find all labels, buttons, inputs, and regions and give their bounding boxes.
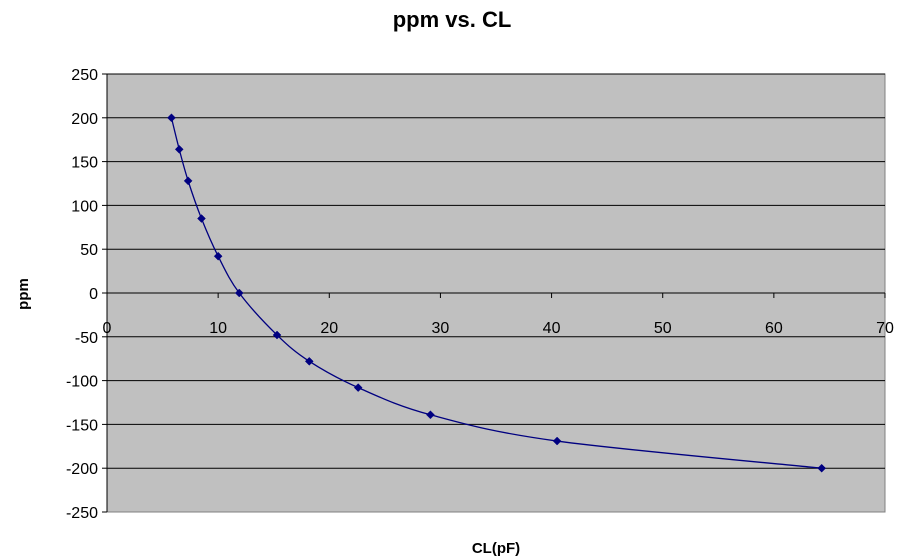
chart-title: ppm vs. CL [393,7,512,32]
x-tick-label: 70 [876,320,894,337]
data-point [353,383,363,392]
x-axis-label: CL(pF) [472,540,520,557]
y-tick-label: -50 [75,330,98,347]
data-point [174,144,184,154]
data-point [304,356,314,366]
data-point [167,113,176,123]
y-tick-label: 50 [80,242,98,259]
x-tick-label: 50 [654,320,672,337]
data-point [426,410,435,420]
y-tick-label: 150 [71,155,98,172]
y-tick-label: 100 [71,198,98,215]
x-tick-label: 20 [320,320,338,337]
data-point [552,436,562,446]
data-markers [167,113,827,473]
x-tick-label: 30 [432,320,450,337]
y-tick-label: -100 [66,374,98,391]
y-axis-label: ppm [15,278,32,310]
x-tick-label: 0 [103,320,112,337]
x-tick-label: 60 [765,320,783,337]
data-point [272,330,282,340]
y-tick-label: 250 [71,67,98,84]
x-tick-label: 10 [209,320,227,337]
data-point [197,214,206,223]
data-point [183,176,193,186]
y-tick-label: 0 [89,286,98,303]
y-gridlines [107,73,885,469]
y-tick-label: 200 [71,111,98,128]
y-tick-label: -150 [66,417,98,434]
y-tick-labels: -250 -200 -150 -100 -50 0 50 100 150 200 250 [66,67,98,522]
data-point [234,288,244,298]
x-tick-labels: 0 10 20 30 40 50 60 70 [103,320,894,337]
data-point [213,251,223,261]
data-point [817,463,827,473]
y-tick-label: -250 [66,505,98,522]
y-tick-label: -200 [66,461,98,478]
x-tick-label: 40 [543,320,561,337]
